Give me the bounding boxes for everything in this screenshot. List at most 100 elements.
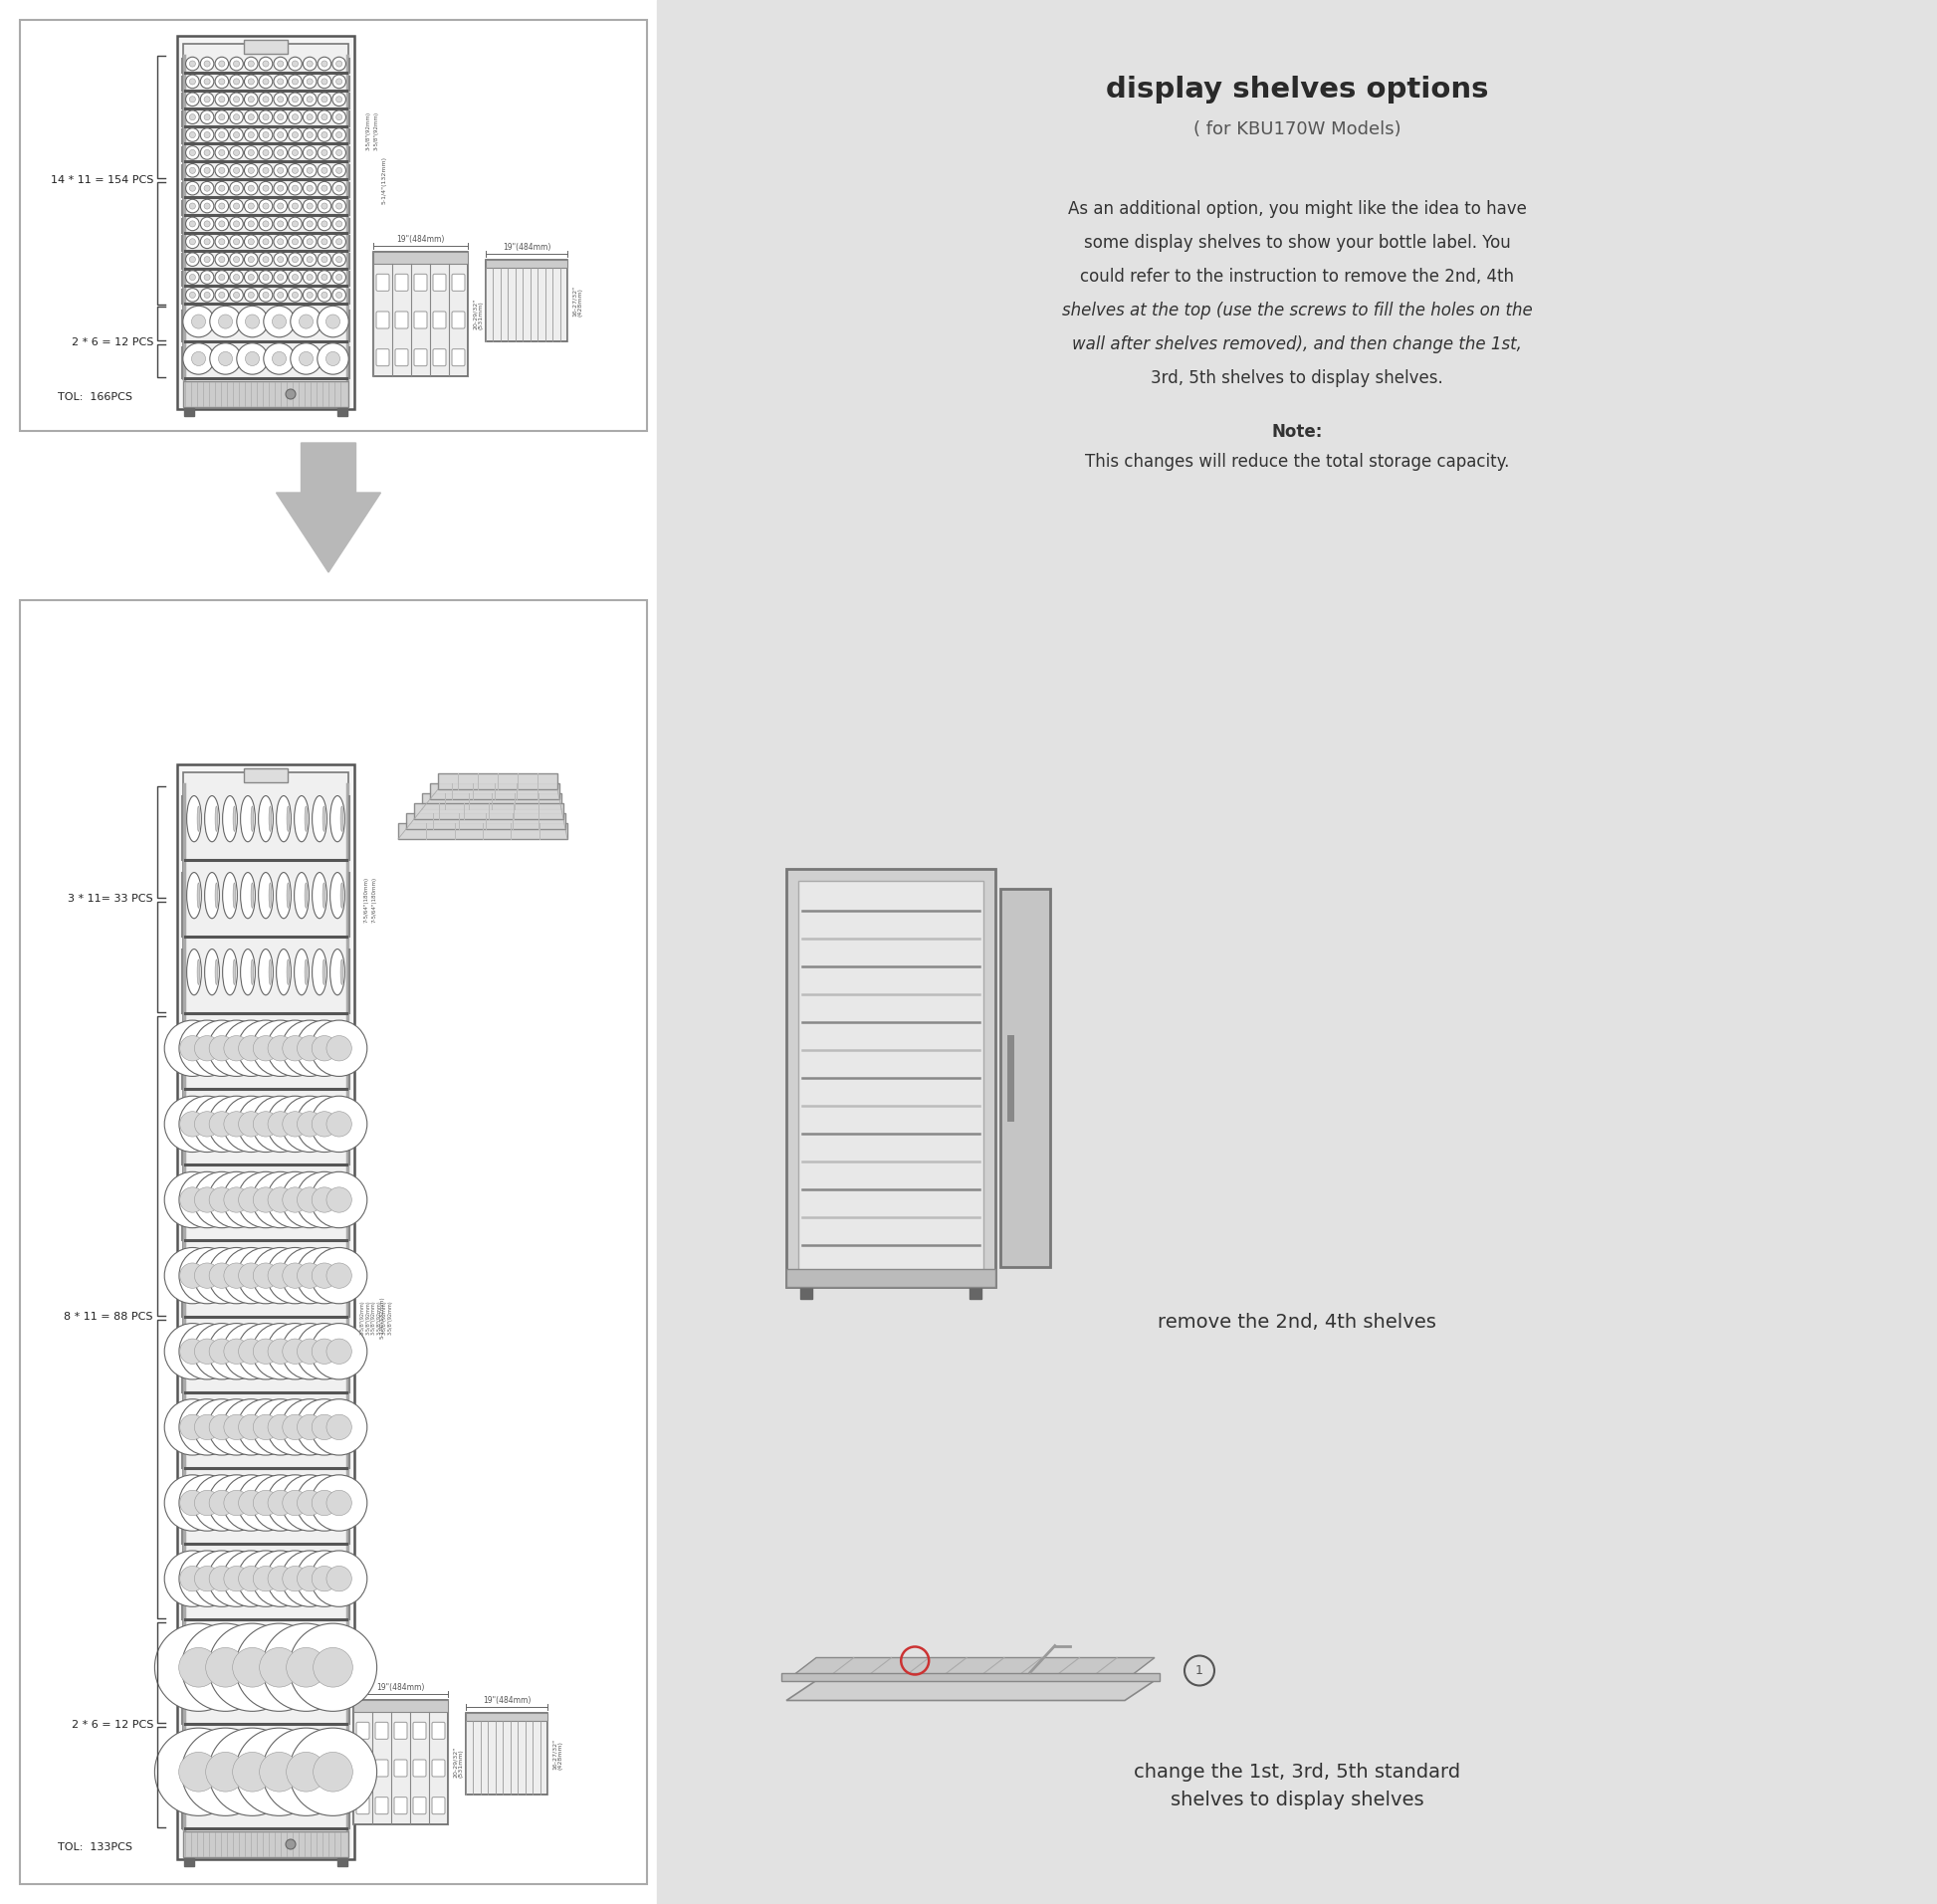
Circle shape <box>263 114 269 120</box>
Text: 3rd, 5th shelves to display shelves.: 3rd, 5th shelves to display shelves. <box>1151 369 1443 387</box>
Circle shape <box>267 1339 292 1363</box>
Circle shape <box>215 181 229 194</box>
Circle shape <box>314 1752 353 1792</box>
Circle shape <box>180 1112 205 1137</box>
Circle shape <box>312 1021 368 1076</box>
Circle shape <box>263 168 269 173</box>
Circle shape <box>203 185 211 190</box>
Circle shape <box>325 314 341 329</box>
Circle shape <box>209 1339 234 1363</box>
Circle shape <box>244 128 258 141</box>
Circle shape <box>209 1491 234 1516</box>
Circle shape <box>312 1323 368 1378</box>
Circle shape <box>165 1323 221 1378</box>
Polygon shape <box>786 1681 1154 1700</box>
Circle shape <box>287 1647 325 1687</box>
Text: 1: 1 <box>1195 1664 1203 1677</box>
Circle shape <box>194 1188 219 1213</box>
Circle shape <box>219 131 225 137</box>
Circle shape <box>200 147 213 160</box>
Circle shape <box>335 274 343 280</box>
Circle shape <box>215 164 229 177</box>
FancyBboxPatch shape <box>356 1723 370 1738</box>
Circle shape <box>219 314 232 329</box>
Ellipse shape <box>198 805 200 832</box>
Circle shape <box>209 1188 234 1213</box>
Circle shape <box>203 168 211 173</box>
Circle shape <box>283 1491 308 1516</box>
Circle shape <box>186 288 200 303</box>
Circle shape <box>200 164 213 177</box>
Polygon shape <box>786 1658 1154 1681</box>
Circle shape <box>178 1323 234 1378</box>
Circle shape <box>200 200 213 213</box>
Circle shape <box>182 1624 269 1712</box>
Circle shape <box>273 164 287 177</box>
Circle shape <box>312 1262 337 1289</box>
Circle shape <box>296 1171 353 1228</box>
Circle shape <box>318 217 331 230</box>
Ellipse shape <box>269 960 271 984</box>
Circle shape <box>186 181 200 194</box>
FancyBboxPatch shape <box>19 19 647 430</box>
Circle shape <box>263 150 269 156</box>
Circle shape <box>244 57 258 70</box>
Circle shape <box>231 74 244 88</box>
Circle shape <box>335 168 343 173</box>
Circle shape <box>215 110 229 124</box>
Circle shape <box>215 93 229 107</box>
Circle shape <box>186 234 200 248</box>
Circle shape <box>267 1097 323 1152</box>
Circle shape <box>327 1415 353 1439</box>
Circle shape <box>312 1476 368 1531</box>
Bar <box>184 773 349 1830</box>
Circle shape <box>182 343 215 375</box>
Text: shelves to display shelves: shelves to display shelves <box>1170 1790 1424 1809</box>
Circle shape <box>277 204 283 209</box>
Ellipse shape <box>198 883 200 908</box>
Bar <box>422 794 562 809</box>
Circle shape <box>291 307 322 337</box>
Circle shape <box>232 168 240 173</box>
Bar <box>407 813 566 828</box>
Circle shape <box>165 1097 221 1152</box>
FancyBboxPatch shape <box>19 600 647 1885</box>
Circle shape <box>263 307 294 337</box>
Circle shape <box>306 168 312 173</box>
Circle shape <box>333 181 347 194</box>
Circle shape <box>236 307 267 337</box>
Circle shape <box>209 1171 265 1228</box>
Text: TOL:  166PCS: TOL: 166PCS <box>58 392 132 402</box>
FancyBboxPatch shape <box>434 274 446 291</box>
Circle shape <box>248 97 254 103</box>
Circle shape <box>267 1415 292 1439</box>
Circle shape <box>252 1247 308 1304</box>
Ellipse shape <box>205 948 219 996</box>
Circle shape <box>244 164 258 177</box>
Circle shape <box>267 1112 292 1137</box>
Circle shape <box>232 204 240 209</box>
Circle shape <box>234 1624 323 1712</box>
Circle shape <box>215 57 229 70</box>
Bar <box>337 1858 347 1866</box>
Circle shape <box>292 114 298 120</box>
Circle shape <box>215 253 229 267</box>
Circle shape <box>318 288 331 303</box>
Circle shape <box>178 1171 234 1228</box>
FancyBboxPatch shape <box>393 1723 407 1738</box>
Circle shape <box>335 78 343 84</box>
Circle shape <box>302 217 316 230</box>
FancyBboxPatch shape <box>415 312 426 329</box>
Circle shape <box>260 181 273 194</box>
Circle shape <box>225 1567 250 1592</box>
Circle shape <box>296 1188 322 1213</box>
Text: 2 * 6 = 12 PCS: 2 * 6 = 12 PCS <box>72 1719 153 1731</box>
Circle shape <box>244 110 258 124</box>
Circle shape <box>219 204 225 209</box>
Circle shape <box>178 1752 219 1792</box>
Circle shape <box>302 200 316 213</box>
Circle shape <box>248 204 254 209</box>
Circle shape <box>209 1550 265 1607</box>
Circle shape <box>318 164 331 177</box>
Circle shape <box>273 314 287 329</box>
